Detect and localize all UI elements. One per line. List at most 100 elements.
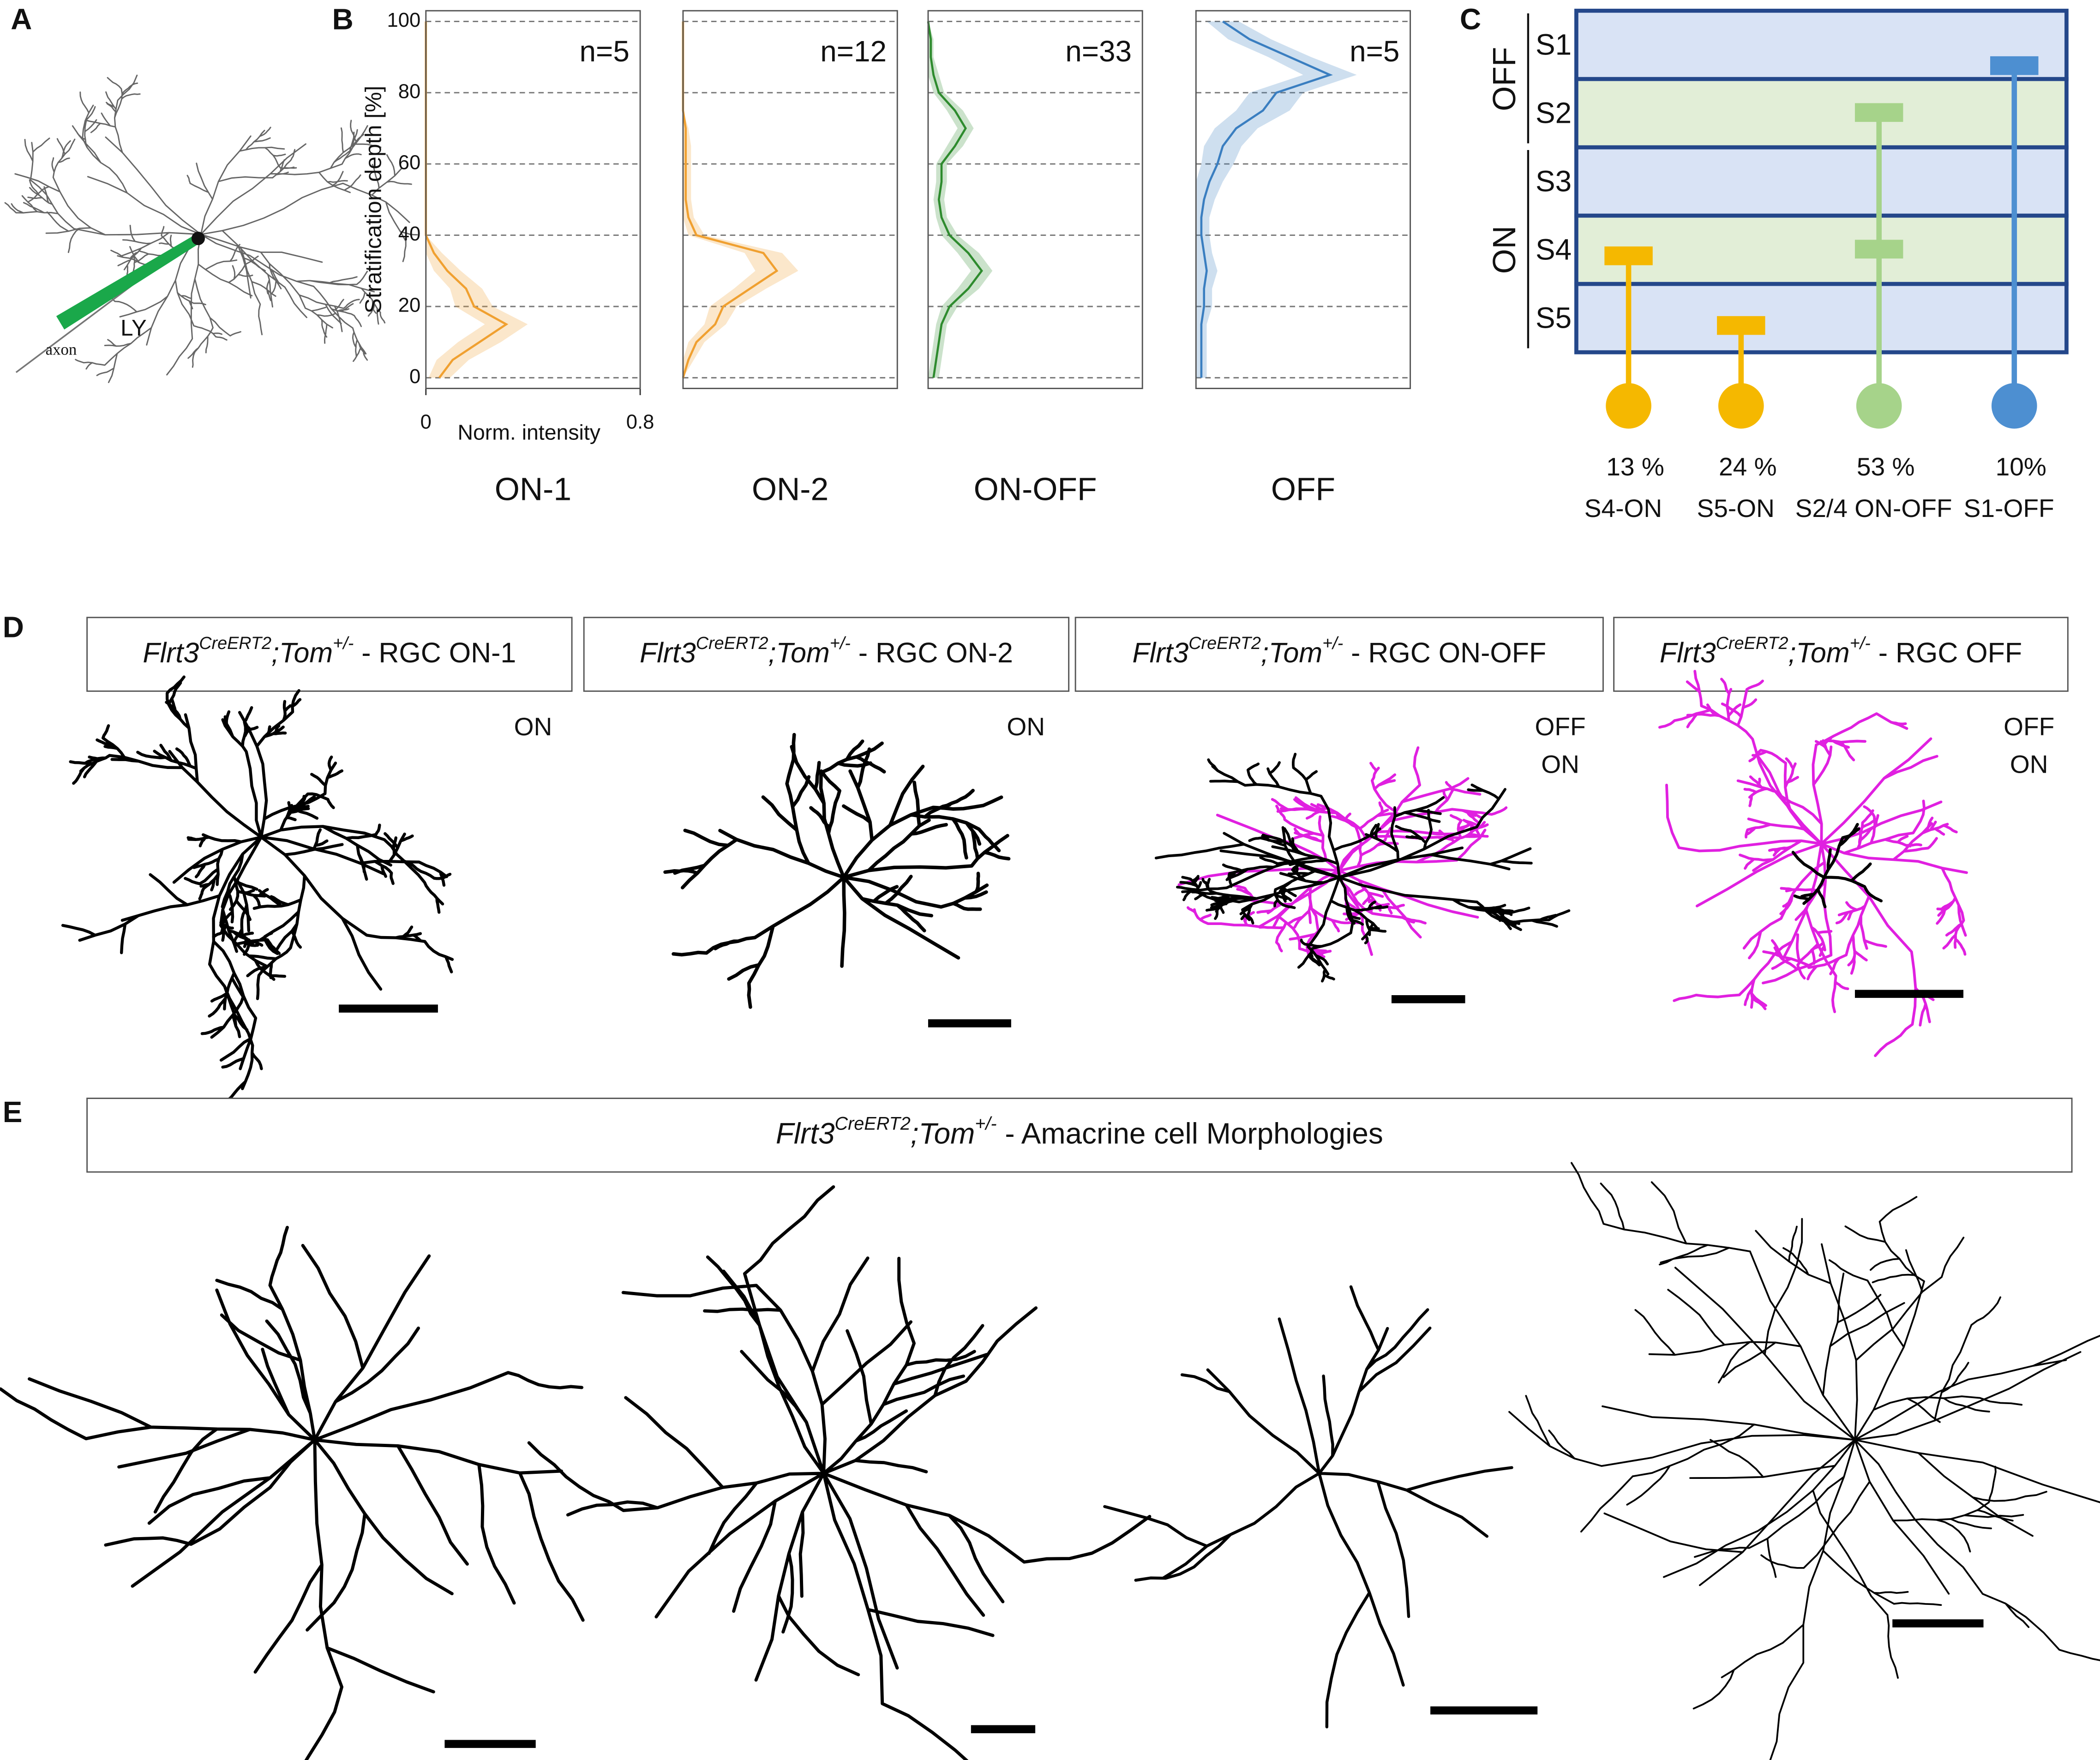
plot-frame xyxy=(1195,10,1411,389)
gene-superscript: CreERT2 xyxy=(696,634,768,653)
panel-label: C xyxy=(1460,2,1481,36)
reporter-name: ;Tom xyxy=(1261,637,1322,668)
x-tick-label: 0 xyxy=(420,411,432,433)
gene-name: Flrt3 xyxy=(143,637,199,668)
dendrite-tree xyxy=(1154,752,1571,983)
error-band xyxy=(928,21,993,378)
dendrite-tree xyxy=(1177,746,1508,958)
group-label: ON xyxy=(1486,226,1522,274)
reporter-name: ;Tom xyxy=(768,637,830,668)
gene-superscript: CreERT2 xyxy=(1716,634,1788,653)
layer-label: OFF xyxy=(1535,712,1585,741)
stratum xyxy=(1574,213,2069,286)
gene-name: Flrt3 xyxy=(640,637,696,668)
title-suffix: - Amacrine cell Morphologies xyxy=(997,1117,1383,1150)
stratum-label: S2 xyxy=(1536,96,1572,129)
stratum xyxy=(1574,145,2069,218)
gene-name: Flrt3 xyxy=(776,1117,835,1150)
stratification-bar xyxy=(1854,103,1903,122)
dendrite-tree xyxy=(663,733,1011,1009)
reporter-superscript: +/- xyxy=(333,634,354,653)
plot-frame xyxy=(927,10,1143,389)
error-band xyxy=(683,21,798,378)
title-suffix: - RGC ON-OFF xyxy=(1343,637,1546,668)
chart-title: ON-1 xyxy=(495,471,571,507)
error-band xyxy=(1196,21,1357,378)
y-tick-label: 60 xyxy=(398,152,420,174)
layer-label: ON xyxy=(514,712,552,741)
reporter-superscript: +/- xyxy=(1322,634,1343,653)
stratification-bar xyxy=(1854,240,1903,259)
x-tick-label: 0.8 xyxy=(626,411,654,433)
title-box xyxy=(1613,617,2069,692)
cell-percent: 13 % xyxy=(1606,452,1664,481)
dendrite-tree xyxy=(61,675,454,1103)
title-box xyxy=(86,1098,2073,1173)
gene-superscript: CreERT2 xyxy=(835,1114,911,1134)
panel-label: D xyxy=(3,611,24,644)
panel-title: Flrt3CreERT2;Tom+/- - RGC ON-OFF xyxy=(1132,634,1546,668)
panel-title: Flrt3CreERT2;Tom+/- - RGC ON-2 xyxy=(640,634,1013,668)
cell-soma xyxy=(1991,383,2037,429)
soma xyxy=(191,232,205,246)
x-axis-label: Norm. intensity xyxy=(457,420,600,444)
stratum-label: S1 xyxy=(1536,28,1572,61)
stratification-bar xyxy=(1717,316,1765,335)
dendrite-tree xyxy=(527,1185,1152,1760)
cell-type: S1-OFF xyxy=(1964,494,2054,523)
stratum xyxy=(1574,282,2069,354)
cell-type: S4-ON xyxy=(1584,494,1662,523)
panel-title: Flrt3CreERT2;Tom+/- - RGC ON-1 xyxy=(143,634,516,668)
y-tick-label: 80 xyxy=(398,80,420,102)
annotation: n=5 xyxy=(1350,35,1399,68)
stratum-label: S4 xyxy=(1536,233,1572,266)
cell-type: S2/4 ON-OFF xyxy=(1795,494,1952,523)
profile-line xyxy=(927,21,983,378)
chart-title: ON-OFF xyxy=(974,471,1097,507)
error-band xyxy=(426,21,528,378)
pipette-label: LY xyxy=(120,315,147,341)
y-tick-label: 20 xyxy=(398,294,420,316)
annotation: n=5 xyxy=(580,35,630,68)
chart-title: ON-2 xyxy=(752,471,828,507)
cell-percent: 53 % xyxy=(1857,452,1915,481)
cell-soma xyxy=(1606,383,1651,429)
cell-percent: 10% xyxy=(1996,452,2046,481)
plot-frame xyxy=(425,10,641,389)
layer-label: ON xyxy=(1541,750,1579,778)
gene-name: Flrt3 xyxy=(1132,637,1188,668)
dendrite-tree xyxy=(1508,1162,2100,1760)
layer-label: OFF xyxy=(2004,712,2054,741)
dendrite-tree xyxy=(4,74,418,383)
y-axis-label: Stratification depth [%] xyxy=(361,86,386,314)
stratum-label: S5 xyxy=(1536,301,1572,334)
title-box xyxy=(1074,617,1604,692)
axon-label: axon xyxy=(46,340,77,358)
dendrite-tree xyxy=(1103,1285,1513,1729)
dendrite-tree xyxy=(1791,823,1883,908)
panel-title: Flrt3CreERT2;Tom+/- - RGC OFF xyxy=(1660,634,2022,668)
annotation: n=12 xyxy=(820,35,887,68)
layer-label: ON xyxy=(1007,712,1045,741)
gene-superscript: CreERT2 xyxy=(199,634,271,653)
plot-frame xyxy=(682,10,898,389)
title-suffix: - RGC OFF xyxy=(1871,637,2022,668)
reporter-name: ;Tom xyxy=(271,637,333,668)
title-box xyxy=(86,617,573,692)
title-box xyxy=(583,617,1070,692)
stratum xyxy=(1574,77,2069,150)
reporter-name: ;Tom xyxy=(911,1117,975,1150)
annotation: n=33 xyxy=(1065,35,1132,68)
layer-label: ON xyxy=(2010,750,2048,778)
title-suffix: - RGC ON-2 xyxy=(851,637,1013,668)
panel-label: B xyxy=(332,2,354,36)
panel-title: Flrt3CreERT2;Tom+/- - Amacrine cell Morp… xyxy=(776,1114,1383,1150)
cell-soma xyxy=(1856,383,1902,429)
stratum-label: S3 xyxy=(1536,164,1572,198)
cell-type: S5-ON xyxy=(1697,494,1774,523)
cell-percent: 24 % xyxy=(1719,452,1777,481)
y-tick-label: 40 xyxy=(398,223,420,245)
profile-line xyxy=(1200,20,1333,378)
group-label: OFF xyxy=(1486,47,1522,111)
